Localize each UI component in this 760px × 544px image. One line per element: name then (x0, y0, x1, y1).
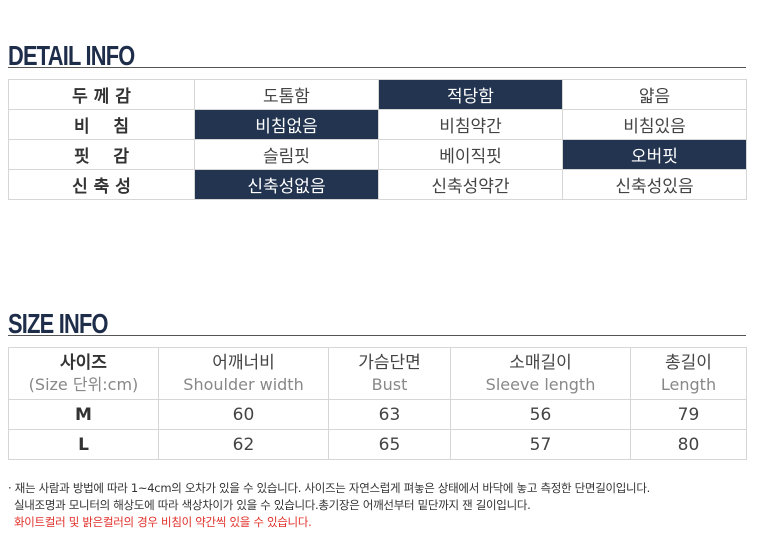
header-en: Sleeve length (485, 374, 596, 394)
option: 베이직핏 (378, 139, 563, 170)
row-label: 핏 감 (8, 139, 195, 170)
option: 신축성있음 (562, 169, 747, 200)
option: 신축성없음 (194, 169, 379, 200)
option: 신축성약간 (378, 169, 563, 200)
size-value: 80 (630, 429, 747, 460)
header-cell: 소매길이 Sleeve length (450, 347, 631, 400)
header-en: (Size 단위:cm) (28, 374, 139, 394)
size-value: 56 (450, 399, 631, 430)
size-value: 79 (630, 399, 747, 430)
option: 오버핏 (562, 139, 747, 170)
detail-row: 핏 감 슬림핏 베이직핏 오버핏 (8, 139, 747, 170)
detail-row: 비 침 비침없음 비침약간 비침있음 (8, 109, 747, 140)
header-cell: 가슴단면 Bust (328, 347, 451, 400)
option: 비침약간 (378, 109, 563, 140)
header-en: Length (660, 374, 717, 394)
detail-table: 두 께 감 도톰함 적당함 얇음 비 침 비침없음 비침약간 비침있음 핏 감 슬림핏 베이직핏 오버… (8, 79, 747, 200)
divider (8, 67, 746, 68)
header-cell: 총길이 Length (630, 347, 747, 400)
size-label: M (8, 399, 159, 430)
size-title: SIZE INFO (8, 308, 109, 339)
detail-row: 두 께 감 도톰함 적당함 얇음 (8, 79, 747, 110)
header-row: 사이즈 (Size 단위:cm) 어깨너비 Shoulder width 가슴단면 Bus… (8, 347, 747, 400)
row-label: 두 께 감 (8, 79, 195, 110)
header-ko: 어깨너비 (212, 352, 275, 373)
header-ko: 사이즈 (60, 352, 107, 373)
detail-row: 신 축 성 신축성없음 신축성약간 신축성있음 (8, 169, 747, 200)
note: 화이트컬러 및 밝은컬러의 경우 비침이 약간씩 있을 수 있습니다. (14, 515, 312, 529)
header-en: Bust (371, 374, 408, 394)
header-ko: 소매길이 (509, 352, 572, 373)
header-cell: 어깨너비 Shoulder width (158, 347, 329, 400)
row-label: 비 침 (8, 109, 195, 140)
option: 도톰함 (194, 79, 379, 110)
option: 적당함 (378, 79, 563, 110)
detail-title: DETAIL INFO (8, 40, 135, 71)
option: 비침있음 (562, 109, 747, 140)
size-value: 57 (450, 429, 631, 460)
header-ko: 총길이 (665, 352, 712, 373)
option: 슬림핏 (194, 139, 379, 170)
row-label: 신 축 성 (8, 169, 195, 200)
note: · 재는 사람과 방법에 따라 1~4cm의 오차가 있을 수 있습니다. 사이… (8, 481, 650, 495)
size-row: M 60 63 56 79 (8, 399, 747, 430)
option: 비침없음 (194, 109, 379, 140)
size-value: 63 (328, 399, 451, 430)
size-value: 60 (158, 399, 329, 430)
size-row: L 62 65 57 80 (8, 429, 747, 460)
header-ko: 가슴단면 (358, 352, 421, 373)
size-value: 62 (158, 429, 329, 460)
size-table: 사이즈 (Size 단위:cm) 어깨너비 Shoulder width 가슴단면 Bus… (8, 347, 747, 460)
note: 실내조명과 모니터의 해상도에 따라 색상차이가 있을 수 있습니다.총기장은 … (14, 498, 531, 512)
size-label: L (8, 429, 159, 460)
header-en: Shoulder width (183, 374, 304, 394)
option: 얇음 (562, 79, 747, 110)
size-value: 65 (328, 429, 451, 460)
header-cell: 사이즈 (Size 단위:cm) (8, 347, 159, 400)
divider (8, 335, 746, 336)
